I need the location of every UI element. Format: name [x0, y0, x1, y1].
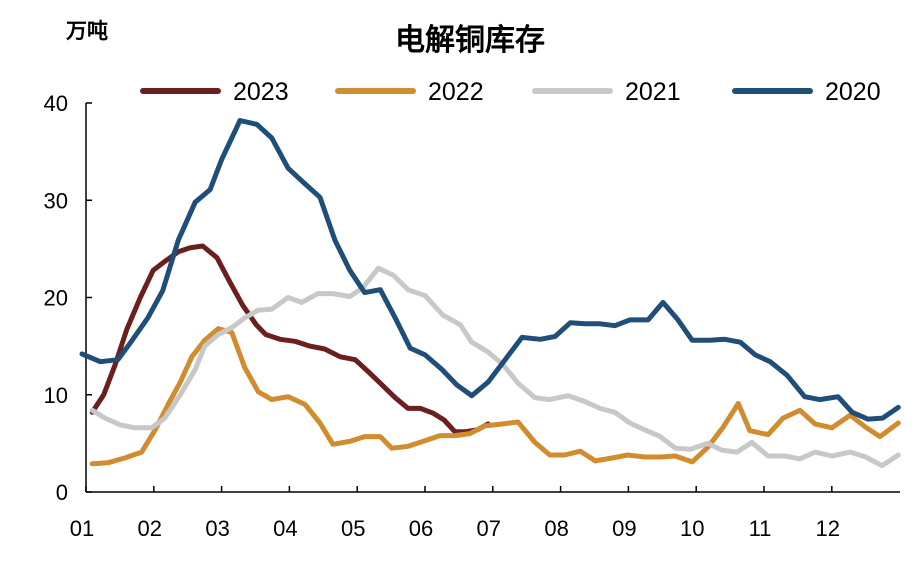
legend: 2023 2022 2021 2020: [140, 78, 881, 106]
x-tick-label: 07: [477, 516, 501, 541]
x-tick-label: 12: [816, 516, 840, 541]
x-tick-label: 10: [680, 516, 704, 541]
x-tick-label: 06: [409, 516, 433, 541]
axes: 0 10 20 30 40 01 02 03 04 05 06 07 08 09 10 11 12: [44, 91, 900, 541]
y-axis-label: 万吨: [65, 20, 108, 43]
y-tick-label: 40: [44, 91, 68, 116]
chart-title: 电解铜库存: [395, 24, 545, 57]
series-line-2023: [89, 243, 491, 435]
x-tick-label: 08: [544, 516, 568, 541]
y-tick-label: 30: [44, 188, 68, 213]
legend-label-2023: 2023: [233, 78, 289, 106]
x-tick-label: 01: [70, 516, 94, 541]
series-line-2020: [79, 118, 901, 422]
legend-label-2021: 2021: [625, 78, 681, 106]
x-tick-label: 04: [273, 516, 297, 541]
series-line-2021: [89, 265, 901, 469]
x-tick-label: 11: [749, 516, 772, 541]
x-tick-label: 02: [138, 516, 162, 541]
x-tick-label: 05: [341, 516, 365, 541]
series-lines: [79, 118, 901, 469]
legend-label-2020: 2020: [825, 78, 881, 106]
y-tick-label: 20: [44, 286, 68, 311]
y-tick-label: 0: [56, 480, 68, 505]
y-tick-label: 10: [44, 383, 68, 408]
legend-label-2022: 2022: [428, 78, 484, 106]
x-tick-label: 03: [205, 516, 229, 541]
series-line-2022: [89, 326, 901, 467]
x-tick-label: 09: [612, 516, 636, 541]
